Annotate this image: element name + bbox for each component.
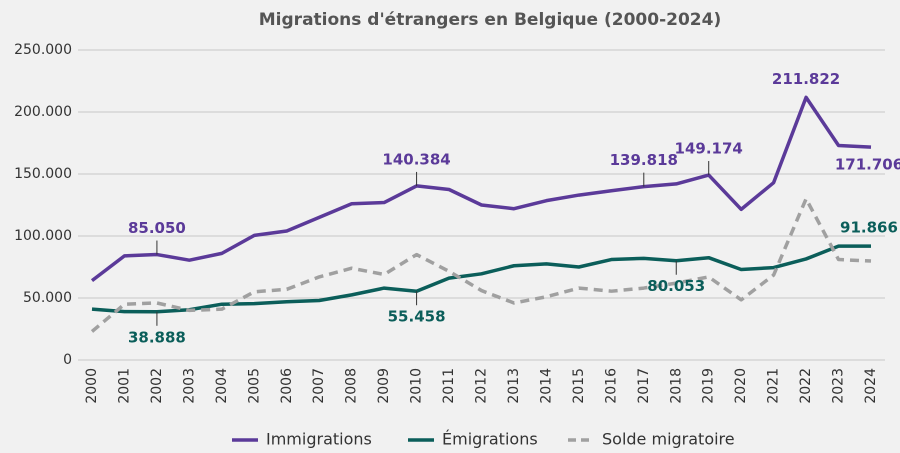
y-tick-label: 250.000 — [14, 42, 72, 58]
x-tick-label: 2013 — [506, 368, 522, 404]
data-label: 140.384 — [382, 150, 450, 168]
data-label: 211.822 — [772, 70, 840, 88]
x-tick-label: 2000 — [84, 368, 100, 404]
y-tick-label: 0 — [63, 352, 72, 368]
data-label: 171.706 — [835, 156, 900, 174]
data-label: 91.866 — [840, 219, 898, 237]
x-tick-label: 2009 — [376, 368, 392, 404]
series-line — [90, 197, 872, 333]
x-tick-label: 2016 — [603, 368, 619, 404]
x-tick-label: 2012 — [474, 368, 490, 404]
data-label: 55.458 — [388, 308, 446, 326]
legend-label: Solde migratoire — [602, 430, 735, 449]
legend-label: Immigrations — [266, 430, 372, 449]
x-tick-label: 2022 — [798, 368, 814, 404]
legend-label: Émigrations — [442, 430, 538, 449]
x-tick-label: 2014 — [538, 368, 554, 404]
x-tick-label: 2003 — [181, 368, 197, 404]
series-line — [90, 95, 872, 283]
y-tick-label: 50.000 — [23, 290, 72, 306]
data-label: 85.050 — [128, 219, 186, 237]
y-tick-label: 100.000 — [14, 228, 72, 244]
x-tick-label: 2006 — [279, 368, 295, 404]
y-tick-label: 150.000 — [14, 166, 72, 182]
x-tick-label: 2021 — [766, 368, 782, 404]
chart-title: Migrations d'étrangers en Belgique (2000… — [259, 10, 721, 30]
x-tick-label: 2004 — [214, 368, 230, 404]
y-tick-label: 200.000 — [14, 104, 72, 120]
x-tick-label: 2019 — [701, 368, 717, 404]
x-tick-label: 2011 — [441, 368, 457, 404]
x-tick-label: 2001 — [116, 368, 132, 404]
x-tick-label: 2015 — [571, 368, 587, 404]
x-tick-label: 2020 — [733, 368, 749, 404]
x-tick-label: 2017 — [636, 368, 652, 404]
x-tick-label: 2018 — [668, 368, 684, 404]
data-label: 38.888 — [128, 328, 186, 346]
data-label: 139.818 — [610, 151, 678, 169]
x-tick-label: 2002 — [149, 368, 165, 404]
series-line — [91, 244, 872, 314]
x-tick-label: 2005 — [246, 368, 262, 404]
x-tick-label: 2023 — [831, 368, 847, 404]
x-tick-label: 2007 — [311, 368, 327, 404]
x-tick-label: 2008 — [344, 368, 360, 404]
x-tick-label: 2010 — [409, 368, 425, 404]
data-label: 149.174 — [675, 140, 743, 158]
x-tick-label: 2024 — [863, 368, 879, 404]
data-label: 80.053 — [647, 277, 705, 295]
